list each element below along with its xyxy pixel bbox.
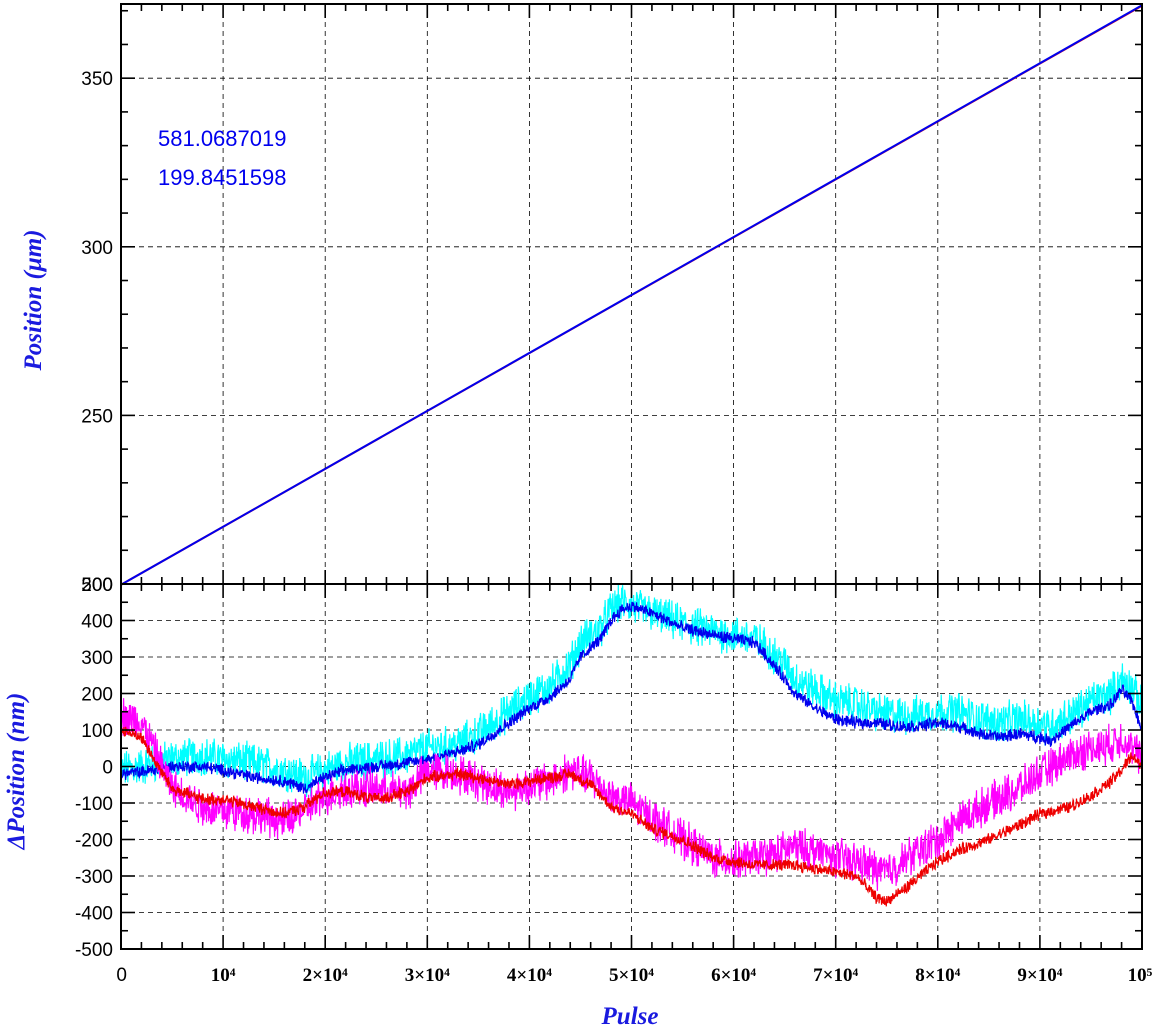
top-y-tick-label: 300 [81,238,113,259]
bottom-y-tick-label: -100 [75,794,113,815]
top-y-axis-title: Position (μm) [20,230,47,372]
top-series-group [120,4,1143,586]
bottom-y-tick-label: 500 [81,575,113,596]
bottom-y-tick-label: 300 [81,648,113,669]
x-tick-label: 8×10⁴ [915,965,960,986]
x-tick-label: 4×10⁴ [507,965,552,986]
top-y-tick-labels: 200 250 300 350 [81,69,113,596]
x-tick-label: 10⁵ [1128,965,1153,986]
x-tick-label: 6×10⁴ [711,965,756,986]
x-tick-label: 0 [116,965,127,986]
bottom-y-tick-labels: -500 -400 -300 -200 -100 0 100 200 300 400 500 [75,575,113,961]
x-tick-labels: 0 10⁴ 2×10⁴ 3×10⁴ 4×10⁴ 5×10⁴ 6×10⁴ 7×10⁴ 8×10⁴ 9… [116,965,1152,986]
top-y-tick-label: 250 [81,406,113,427]
bottom-y-axis-title: ΔPosition (nm) [3,693,30,851]
bottom-plot-frame [120,583,1143,950]
bottom-series-line-2 [121,698,1142,891]
bottom-y-tick-label: 0 [102,758,113,779]
top-y-tick-label: 350 [81,69,113,90]
bottom-y-tick-label: -500 [75,940,113,961]
bottom-y-tick-label: 200 [81,685,113,706]
x-axis-title: Pulse [601,1003,659,1027]
top-gridlines [121,4,1142,584]
x-tick-label: 2×10⁴ [303,965,348,986]
bottom-y-tick-label: 100 [81,721,113,742]
x-tick-label: 5×10⁴ [609,965,654,986]
x-tick-label: 7×10⁴ [813,965,858,986]
bottom-panel: -500 -400 -300 -200 -100 0 100 200 300 400 500 0 10… [3,575,1153,1027]
x-tick-label: 10⁴ [211,965,236,986]
x-tick-label: 9×10⁴ [1017,965,1062,986]
bottom-y-tick-label: -400 [75,904,113,925]
bottom-y-tick-label: -200 [75,831,113,852]
bottom-series-line-1 [121,601,1142,794]
bottom-y-tick-label: -300 [75,867,113,888]
top-panel: 200 250 300 350 581.0687019 199.8451598 Pos… [20,3,1143,596]
top-y-tick-label: 200 [81,575,113,596]
x-tick-label: 3×10⁴ [405,965,450,986]
fit-intercept-annotation: 199.8451598 [158,165,286,190]
bottom-series-line-3 [121,726,1142,907]
top-series-line-1 [120,4,1143,586]
bottom-y-tick-label: 400 [81,612,113,633]
fit-slope-annotation: 581.0687019 [158,126,286,151]
